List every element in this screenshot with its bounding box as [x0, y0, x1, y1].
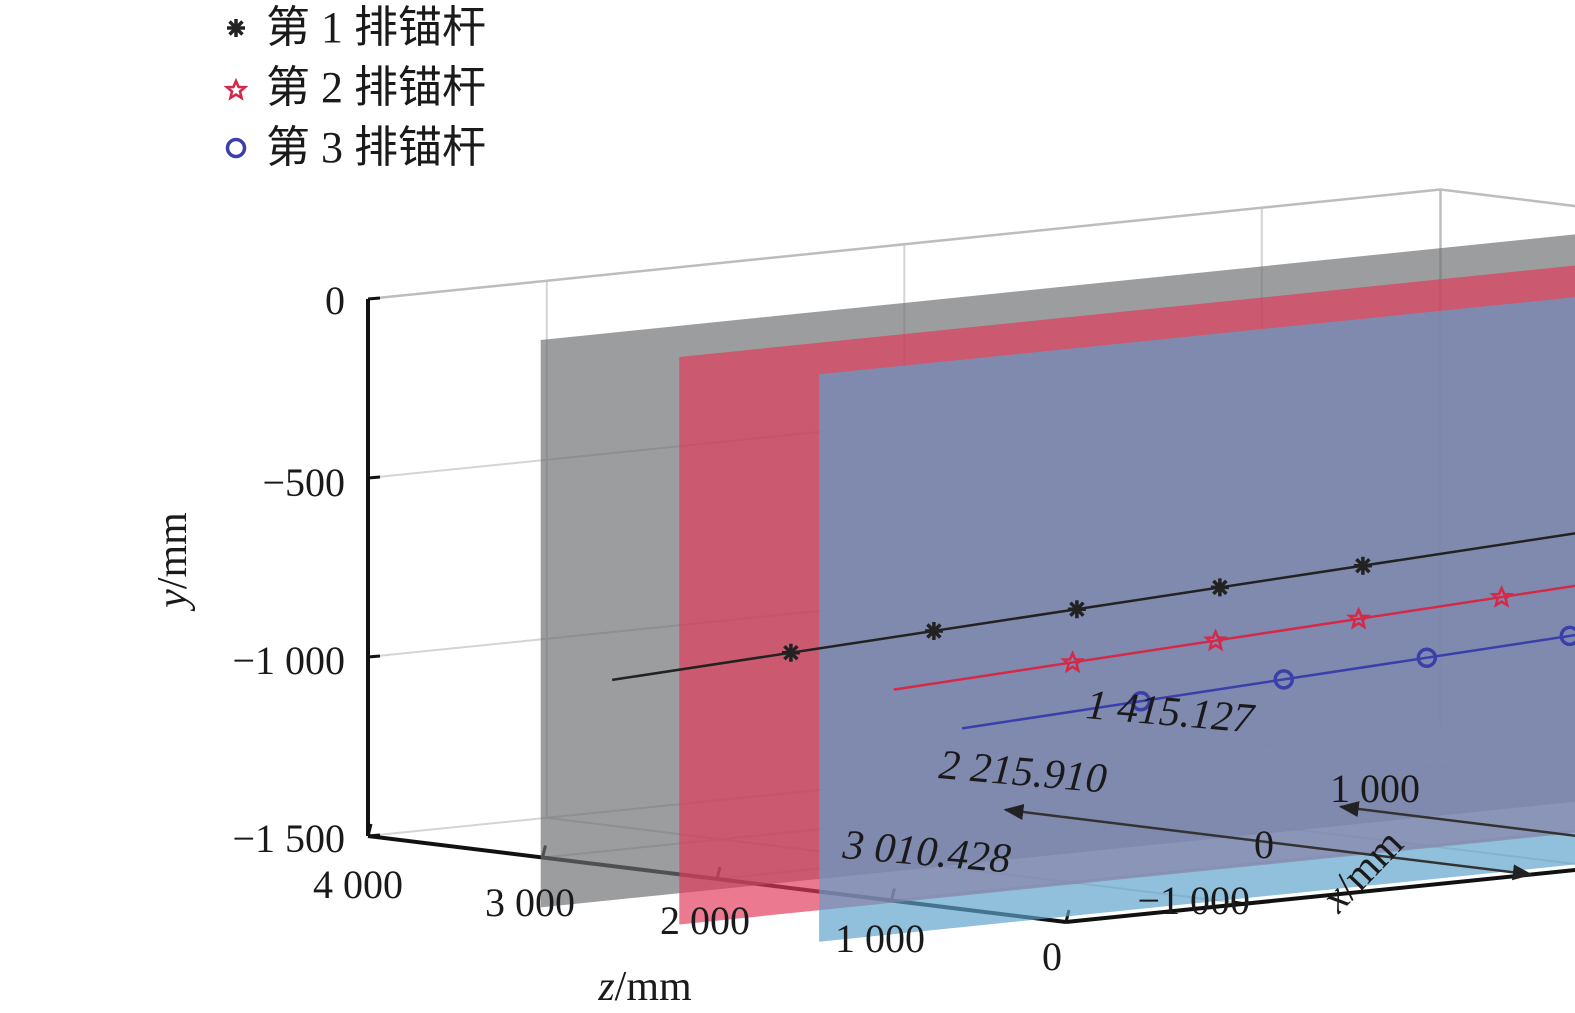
z-tick-label: 3 000 — [485, 880, 575, 925]
z-tick-label: 2 000 — [660, 898, 750, 943]
data-point — [1273, 669, 1295, 690]
circle-marker — [1273, 669, 1295, 690]
series-layer — [612, 532, 1575, 730]
data-point — [1346, 606, 1371, 630]
asterisk-marker — [1353, 556, 1372, 575]
data-point — [1353, 556, 1372, 575]
legend: 第 1 排锚杆 第 2 排锚杆 第 3 排锚杆 — [223, 3, 486, 172]
asterisk-marker — [781, 643, 800, 662]
x-tick-label: 1 000 — [1330, 766, 1420, 811]
star-marker — [1060, 650, 1085, 674]
y-tick-label: −500 — [262, 460, 345, 505]
dimension-arrows — [1003, 801, 1575, 881]
legend-item: 第 3 排锚杆 — [225, 123, 486, 172]
box-edge — [367, 188, 1441, 301]
dimension-arrow — [1003, 804, 1533, 881]
y-axis-ticks: 0 −500 −1 000 −1 500 — [232, 278, 345, 861]
data-point — [1130, 690, 1152, 712]
data-point — [1060, 650, 1085, 674]
circle-marker — [1559, 625, 1575, 647]
circle-marker — [1416, 647, 1438, 668]
data-point — [1559, 625, 1575, 647]
circle-marker — [1130, 690, 1152, 712]
legend-label: 第 3 排锚杆 — [266, 123, 486, 172]
y-tick-label: −1 500 — [232, 816, 345, 861]
star-marker — [1346, 606, 1371, 630]
x-tick-mark — [1232, 900, 1246, 906]
y-tick-mark — [367, 833, 381, 838]
series-line — [612, 532, 1575, 682]
x-tick-label: −1 000 — [1137, 878, 1250, 923]
y-tick-mark — [367, 296, 381, 301]
y-tick-mark — [367, 654, 381, 659]
row-planes — [540, 234, 1575, 942]
y-axis-title: y/mm — [150, 512, 196, 612]
legend-item: 第 1 排锚杆 — [227, 3, 486, 52]
star-marker — [1203, 628, 1228, 652]
z-tick-label: 4 000 — [313, 862, 403, 907]
asterisk-marker — [924, 622, 943, 640]
star-marker-icon — [223, 77, 249, 101]
y-tick-mark — [367, 475, 381, 480]
z-tick-mark — [366, 823, 373, 837]
y-tick-label: −1 000 — [232, 638, 345, 683]
row-plane — [819, 297, 1575, 942]
box-edge — [1440, 188, 1575, 208]
data-point — [1416, 647, 1438, 668]
x-tick-label: 0 — [1254, 822, 1274, 867]
legend-label: 第 2 排锚杆 — [266, 63, 486, 112]
star-marker — [1489, 584, 1514, 608]
legend-label: 第 1 排锚杆 — [266, 3, 486, 52]
x-axis-ticks: −1 000 0 1 000 — [1137, 766, 1420, 923]
data-point — [1203, 628, 1228, 652]
z-tick-label: 0 — [1042, 934, 1062, 979]
asterisk-marker-icon — [227, 19, 245, 37]
data-point — [1067, 600, 1086, 619]
circle-marker-icon — [225, 137, 247, 159]
series-line — [893, 584, 1575, 691]
data-point — [1489, 584, 1514, 608]
asterisk-marker — [1067, 600, 1086, 619]
data-point — [1210, 578, 1229, 597]
legend-item: 第 2 排锚杆 — [223, 63, 486, 112]
z-axis-title: z/mm — [597, 964, 692, 1010]
y-tick-label: 0 — [325, 278, 345, 323]
asterisk-marker — [1210, 578, 1229, 597]
data-point — [924, 622, 943, 640]
z-axis-ticks: 4 000 3 000 2 000 1 000 0 — [313, 862, 1062, 979]
data-point — [781, 643, 800, 662]
series-line — [961, 633, 1575, 730]
z-tick-label: 1 000 — [835, 916, 925, 961]
